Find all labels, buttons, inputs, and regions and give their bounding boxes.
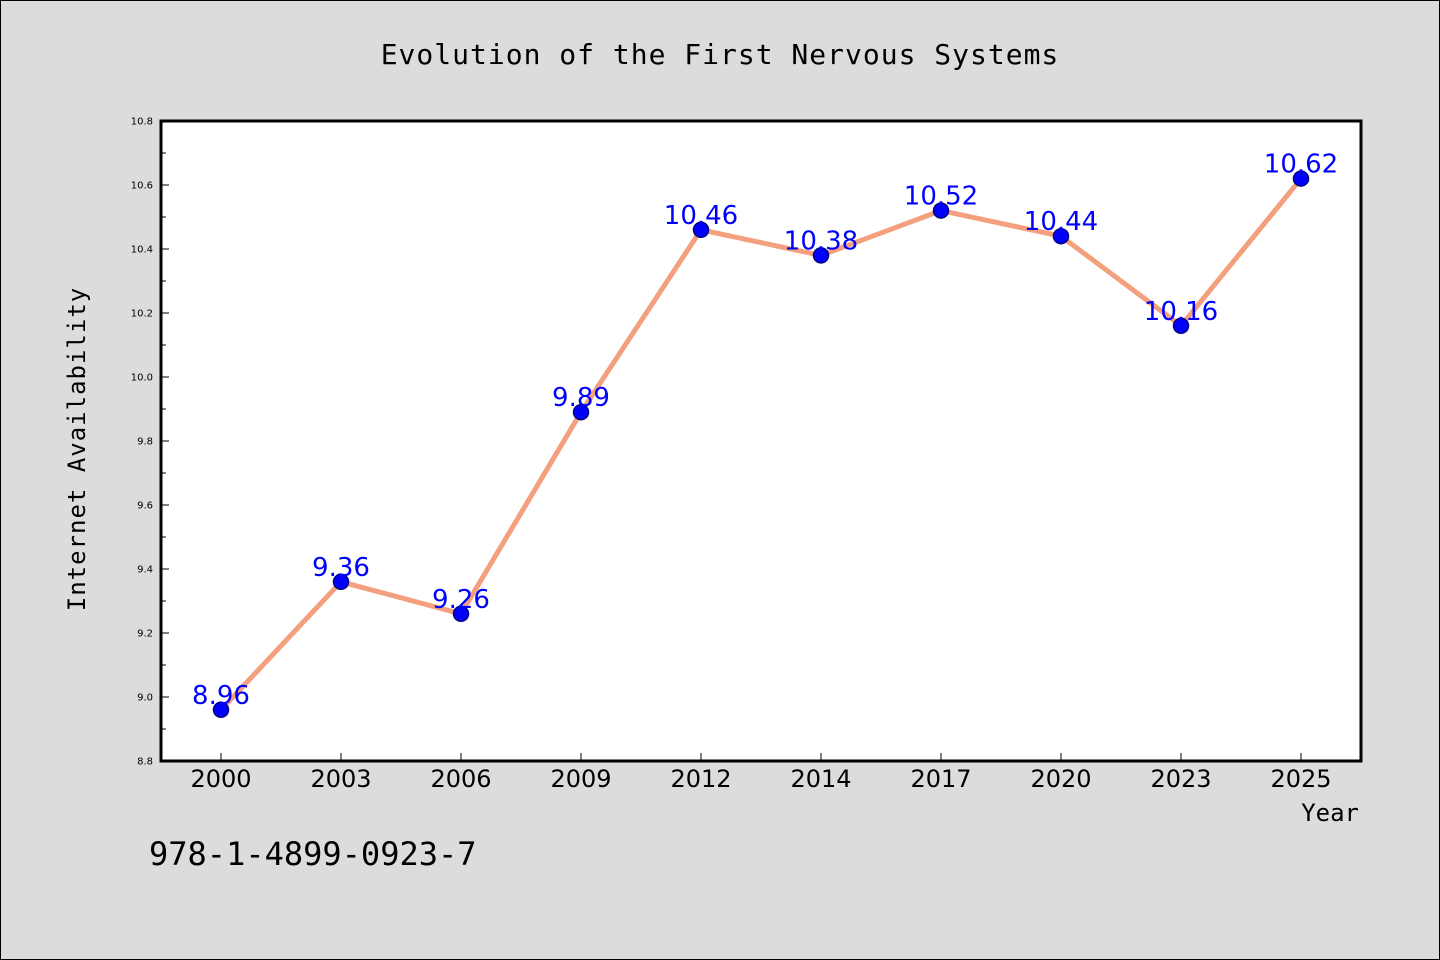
x-tick-label: 2003 (310, 765, 371, 793)
series-layer (212, 170, 1310, 719)
y-tick-label: 8.8 (137, 757, 153, 768)
data-point (332, 573, 350, 591)
y-tick-label: 9.6 (137, 501, 153, 512)
data-point (692, 221, 710, 239)
x-tick-label: 2009 (550, 765, 611, 793)
y-tick-label: 10.0 (131, 373, 153, 384)
data-label: 9.36 (312, 553, 370, 583)
series-line (218, 176, 1304, 713)
x-axis-label: Year (1301, 799, 1359, 827)
x-tick-label: 2000 (190, 765, 251, 793)
data-point (1172, 317, 1190, 335)
chart-title: Evolution of the First Nervous Systems (381, 38, 1060, 71)
data-point (1052, 227, 1070, 245)
x-tick-label: 2020 (1030, 765, 1091, 793)
x-tick-label: 2017 (910, 765, 971, 793)
data-label: 10.52 (904, 182, 978, 212)
y-tick-label: 10.8 (131, 117, 153, 128)
data-point (212, 701, 230, 719)
y-tick-label: 9.2 (137, 629, 153, 640)
x-tick-label: 2014 (790, 765, 851, 793)
data-label: 10.46 (664, 201, 738, 231)
data-label: 8.96 (192, 681, 250, 711)
y-axis-label: Internet Availability (63, 287, 91, 611)
y-tick-label: 9.8 (137, 437, 153, 448)
x-tick-label: 2006 (430, 765, 491, 793)
data-point (1292, 170, 1310, 187)
x-tick-label: 2025 (1270, 765, 1331, 793)
data-label-layer: 8.96 9.36 9.26 9.89 10.46 10.38 10.52 10.44 10.1… (192, 150, 1338, 711)
isbn-annotation: 978-1-4899-0923-7 (149, 835, 477, 873)
y-axis: 8.8 9.0 9.2 9.4 9.6 9.8 10.0 10.2 10.4 10.6 10.8 (131, 117, 169, 768)
x-tick-label: 2023 (1150, 765, 1211, 793)
x-tick-label: 2012 (670, 765, 731, 793)
data-label: 10.62 (1264, 150, 1338, 180)
data-label: 10.44 (1024, 207, 1098, 237)
y-tick-label: 10.4 (131, 245, 153, 256)
y-tick-label: 10.6 (131, 181, 153, 192)
y-tick-label: 9.0 (137, 693, 153, 704)
data-label: 9.26 (432, 585, 490, 615)
y-tick-label: 9.4 (137, 565, 153, 576)
data-point (452, 605, 470, 623)
data-point (932, 202, 950, 219)
x-axis: 2000 2003 2006 2009 2012 2014 2017 2020 2023 2025 (190, 753, 1332, 793)
plot-area (159, 119, 1363, 763)
data-label: 10.38 (784, 226, 858, 256)
y-tick-label: 10.2 (131, 309, 153, 320)
data-label: 10.16 (1144, 297, 1218, 327)
data-point (812, 247, 830, 264)
data-point (572, 403, 590, 421)
data-label: 9.89 (552, 383, 610, 413)
